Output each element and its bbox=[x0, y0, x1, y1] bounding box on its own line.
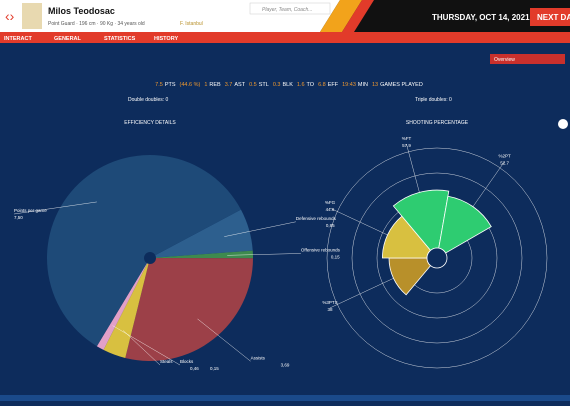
leader-line bbox=[472, 161, 505, 207]
slice-label: Assists bbox=[251, 355, 266, 360]
team: F. Istanbul bbox=[180, 21, 203, 27]
leader-line bbox=[224, 221, 296, 237]
polar-title: SHOOTING PERCENTAGE bbox=[406, 120, 469, 126]
summary-value: 13 bbox=[372, 82, 378, 88]
leader-line bbox=[112, 325, 181, 366]
sector-value: 44.6 bbox=[326, 207, 335, 212]
nav-bar bbox=[0, 32, 570, 43]
leader-line bbox=[122, 330, 161, 366]
nav-item[interactable]: INTERACT bbox=[4, 36, 32, 42]
stripe bbox=[320, 0, 362, 32]
sector-label: %3PTS bbox=[322, 300, 337, 305]
summary-value: 0.3 bbox=[273, 82, 281, 88]
sector-label: %2PT bbox=[499, 153, 512, 158]
dropdown[interactable] bbox=[490, 54, 565, 64]
summary-value: 7.5 bbox=[155, 82, 163, 88]
leader-line bbox=[329, 207, 388, 236]
pie-title: EFFICIENCY DETAILS bbox=[124, 120, 176, 126]
summary-label: REB bbox=[209, 82, 221, 88]
triple-doubles: Triple doubles: 0 bbox=[415, 97, 452, 103]
summary-value: 0.5 bbox=[249, 82, 257, 88]
ring bbox=[326, 147, 548, 369]
search-box[interactable] bbox=[249, 2, 331, 15]
slice-label: Points per game bbox=[14, 208, 47, 213]
search-placeholder: Player, Team, Coach... bbox=[262, 7, 312, 13]
nav-item[interactable]: GENERAL bbox=[54, 36, 82, 42]
summary-value: 19:43 bbox=[342, 82, 356, 88]
pie-hole bbox=[144, 252, 156, 264]
summary-value: 6.8 bbox=[318, 82, 326, 88]
leader-line bbox=[329, 278, 394, 309]
sector-label: %FT bbox=[402, 136, 412, 141]
polar-sector bbox=[438, 195, 492, 254]
pie-slice bbox=[103, 258, 150, 358]
stripe bbox=[342, 0, 374, 32]
slice-value: 3,69 bbox=[281, 362, 290, 367]
summary-label: GAMES PLAYED bbox=[380, 82, 423, 88]
date: THURSDAY, OCT 14, 2021 bbox=[432, 13, 530, 22]
sector-value: 52.7 bbox=[500, 160, 509, 165]
leader-line bbox=[227, 253, 301, 256]
leader-line bbox=[197, 318, 251, 362]
slice-value: 0,85 bbox=[326, 223, 335, 228]
back-icon[interactable]: ‹› bbox=[5, 8, 15, 24]
summary-label: MIN bbox=[358, 82, 368, 88]
slice-label: Blocks bbox=[180, 359, 194, 364]
summary-value: 1.6 bbox=[297, 82, 305, 88]
slice-value: 0,46 bbox=[190, 366, 199, 371]
pie-slice bbox=[125, 258, 253, 361]
summary-value: 1 bbox=[204, 82, 207, 88]
footer-bar bbox=[0, 395, 570, 401]
slice-label: Steals bbox=[160, 359, 173, 364]
nav-item[interactable]: STATISTICS bbox=[104, 36, 136, 42]
dropdown-label: Overview bbox=[494, 57, 515, 63]
pie-slice bbox=[46, 154, 241, 347]
summary-label: STL bbox=[259, 82, 269, 88]
slice-value: 0,15 bbox=[331, 254, 340, 259]
player-name: Milos Teodosac bbox=[48, 6, 115, 16]
nav-item[interactable]: HISTORY bbox=[154, 36, 178, 42]
ring bbox=[351, 172, 523, 344]
summary-label: BLK bbox=[282, 82, 293, 88]
leader-line bbox=[406, 143, 420, 193]
summary-label: TO bbox=[307, 82, 315, 88]
slice-value: 0,15 bbox=[210, 366, 219, 371]
sector-value: 57.9 bbox=[402, 143, 411, 148]
summary-value: 3.7 bbox=[225, 82, 233, 88]
leader-line bbox=[13, 201, 97, 215]
player-info: Point Guard · 196 cm · 90 Kg · 34 years … bbox=[48, 21, 145, 27]
polar-sector bbox=[388, 257, 432, 296]
next-day-button[interactable] bbox=[530, 8, 570, 26]
summary-label: AST bbox=[234, 82, 245, 88]
sector-value: 38 bbox=[328, 307, 334, 312]
slice-label: Defensive rebounds bbox=[296, 216, 337, 221]
pie-slice bbox=[150, 209, 253, 258]
slice-value: 7,50 bbox=[14, 215, 23, 220]
summary-line: 7.5 PTS (44.6 %) 1 REB 3.7 AST 0.5 STL 0.3 BLK 1.6 T… bbox=[155, 82, 423, 88]
player-photo bbox=[22, 3, 42, 29]
summary-label: PTS bbox=[165, 82, 176, 88]
date-bar bbox=[320, 0, 570, 32]
summary-label: EFF bbox=[328, 82, 339, 88]
pie-slice bbox=[96, 258, 150, 350]
help-icon[interactable] bbox=[558, 119, 568, 129]
summary-value: (44.6 %) bbox=[180, 82, 201, 88]
pie-slice bbox=[150, 250, 253, 259]
slice-label: Offensive rebounds bbox=[301, 247, 341, 252]
double-doubles: Double doubles: 0 bbox=[128, 97, 169, 103]
sector-label: %FG bbox=[325, 200, 336, 205]
next-day-label: NEXT DAY bbox=[537, 13, 570, 22]
polar-hole bbox=[426, 247, 448, 269]
